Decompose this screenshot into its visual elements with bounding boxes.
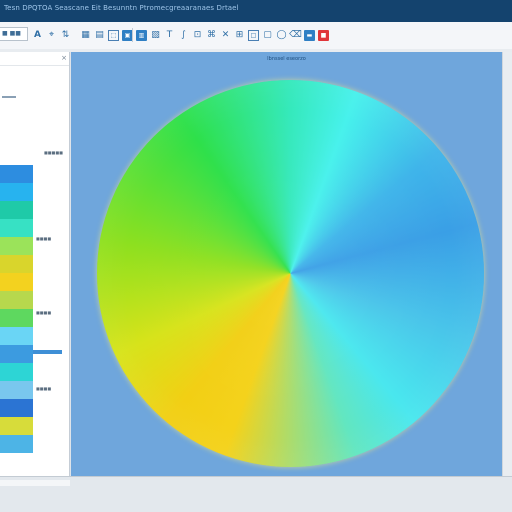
properties-panel: × ■■■■■ ■■■■ ■■■■ ■■■■ — [0, 52, 70, 476]
panel-label: ■■■■ — [36, 310, 52, 315]
file-selector-label: ■ ■■ — [2, 30, 21, 37]
chart-icon[interactable]: ▥ — [136, 29, 147, 41]
toolbar: ■ ■■ A ⌖ ⇅ ▦ ▤ ⬚ ▣ ▥ ▧ T ∫ ⊡ ⌘ ✕ ⊞ □ ▢ ◯… — [0, 22, 512, 50]
selection-indicator — [33, 350, 62, 354]
alert-icon[interactable]: ■ — [318, 29, 329, 41]
transform-icon[interactable]: ⌘ — [207, 29, 216, 40]
table-icon[interactable]: ▤ — [95, 29, 104, 40]
color-swatch[interactable] — [0, 309, 33, 327]
frame-icon[interactable]: ▢ — [263, 29, 272, 40]
color-swatch[interactable] — [0, 291, 33, 309]
canvas-label: Ibnssel eseorzo — [267, 56, 306, 62]
image-icon[interactable]: ▣ — [122, 29, 133, 41]
curve-icon[interactable]: ∫ — [181, 29, 186, 40]
toolbar-separator — [132, 28, 133, 42]
box-icon[interactable]: □ — [248, 29, 259, 41]
disc-texture-overlay — [97, 80, 484, 467]
cross-icon[interactable]: ✕ — [221, 29, 230, 40]
title-bar: Tesn DPQTOA Seascane Eit Besunntn Ptrome… — [0, 0, 512, 22]
format-painter-icon[interactable]: ⌖ — [48, 29, 55, 40]
color-swatch[interactable] — [0, 327, 33, 345]
toolbar-group-view: ▦ ▤ ⬚ ▣ — [80, 26, 133, 44]
close-icon[interactable]: × — [61, 54, 67, 62]
color-swatch[interactable] — [0, 219, 33, 237]
ribbon-divider — [0, 49, 512, 52]
eraser-icon[interactable]: ⌫ — [289, 29, 302, 40]
color-fill-icon[interactable]: ▬ — [304, 29, 315, 41]
window-title: Tesn DPQTOA Seascane Eit Besunntn Ptrome… — [4, 4, 239, 12]
panel-label: ■■■■ — [36, 236, 52, 241]
color-swatch[interactable] — [0, 255, 33, 273]
select-icon[interactable]: ⬚ — [108, 29, 119, 41]
text-icon[interactable]: T — [166, 29, 173, 40]
panel-header: × — [0, 52, 69, 66]
color-swatch[interactable] — [0, 399, 33, 417]
color-swatch[interactable] — [0, 381, 33, 399]
grid-icon[interactable]: ▦ — [81, 29, 90, 40]
canvas-area[interactable]: Ibnssel eseorzo — [71, 52, 502, 476]
panel-label: ■■■■ — [36, 386, 52, 391]
sort-icon[interactable]: ⇅ — [61, 29, 70, 40]
snap-icon[interactable]: ⊡ — [193, 29, 202, 40]
color-swatch[interactable] — [0, 363, 33, 381]
panel-divider-line — [2, 96, 16, 98]
color-swatch[interactable] — [0, 435, 33, 453]
color-swatch[interactable] — [0, 201, 33, 219]
file-selector[interactable]: ■ ■■ — [0, 27, 28, 41]
vertical-scrollbar[interactable] — [502, 52, 512, 476]
toolbar-group-format: A ⌖ ⇅ — [32, 26, 71, 44]
lasso-icon[interactable]: ◯ — [276, 29, 287, 40]
color-swatch[interactable] — [0, 417, 33, 435]
status-field — [0, 480, 70, 486]
color-swatch[interactable] — [0, 345, 33, 363]
color-swatch[interactable] — [0, 183, 33, 201]
layers-icon[interactable]: ▧ — [151, 29, 160, 40]
color-swatch[interactable] — [0, 165, 33, 183]
color-swatch[interactable] — [0, 273, 33, 291]
color-swatch-list — [0, 165, 33, 453]
color-swatch[interactable] — [0, 237, 33, 255]
font-a-icon[interactable]: A — [34, 29, 41, 40]
toolbar-group-insert: ▥ ▧ T ∫ ⊡ ⌘ ✕ ⊞ □ ▢ ◯ ⌫ ▬ ■ — [136, 26, 329, 44]
status-bar — [0, 476, 512, 512]
axes-icon[interactable]: ⊞ — [235, 29, 244, 40]
color-wheel-disc[interactable] — [97, 80, 484, 467]
panel-label: ■■■■■ — [44, 150, 63, 155]
